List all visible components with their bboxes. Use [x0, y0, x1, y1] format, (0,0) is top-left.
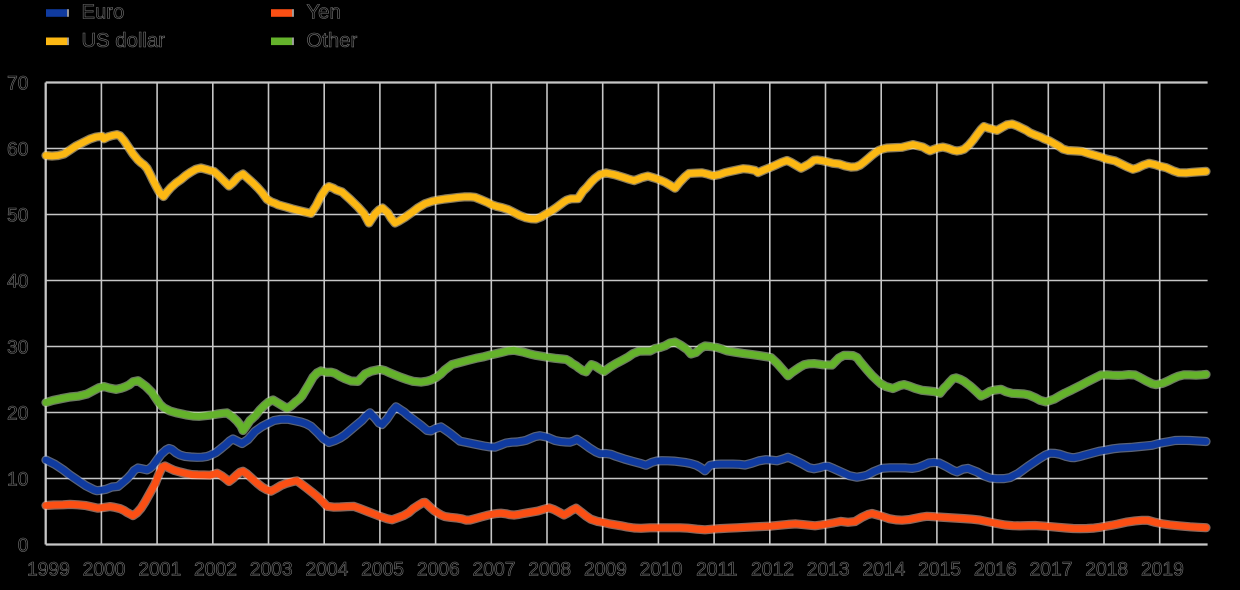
svg-text:40: 40	[7, 272, 28, 293]
svg-text:2013: 2013	[807, 559, 850, 580]
svg-text:2008: 2008	[528, 559, 571, 580]
svg-text:2009: 2009	[584, 559, 627, 580]
svg-text:Yen: Yen	[307, 2, 341, 24]
svg-text:30: 30	[7, 338, 28, 359]
svg-text:2011: 2011	[696, 559, 737, 580]
svg-text:2002: 2002	[194, 559, 237, 580]
svg-text:70: 70	[7, 74, 28, 95]
svg-text:2015: 2015	[918, 559, 961, 580]
svg-text:60: 60	[7, 140, 28, 161]
svg-text:50: 50	[7, 206, 28, 227]
svg-text:2018: 2018	[1085, 559, 1128, 580]
svg-text:2016: 2016	[974, 559, 1017, 580]
svg-text:2012: 2012	[751, 559, 794, 580]
svg-text:2014: 2014	[862, 559, 905, 580]
svg-text:2003: 2003	[250, 559, 293, 580]
svg-text:20: 20	[7, 404, 28, 425]
svg-text:2005: 2005	[361, 559, 404, 580]
svg-text:Other: Other	[307, 30, 358, 52]
svg-text:2007: 2007	[473, 559, 516, 580]
svg-text:Euro: Euro	[82, 2, 125, 24]
svg-text:2006: 2006	[417, 559, 460, 580]
svg-text:2017: 2017	[1030, 559, 1073, 580]
svg-text:2019: 2019	[1141, 559, 1184, 580]
svg-text:2004: 2004	[305, 559, 348, 580]
svg-text:0: 0	[18, 536, 29, 557]
svg-text:1999: 1999	[27, 559, 70, 580]
svg-text:10: 10	[7, 470, 28, 491]
svg-text:2000: 2000	[83, 559, 126, 580]
svg-text:US dollar: US dollar	[82, 30, 166, 52]
svg-text:2001: 2001	[138, 559, 181, 580]
svg-text:2010: 2010	[640, 559, 683, 580]
